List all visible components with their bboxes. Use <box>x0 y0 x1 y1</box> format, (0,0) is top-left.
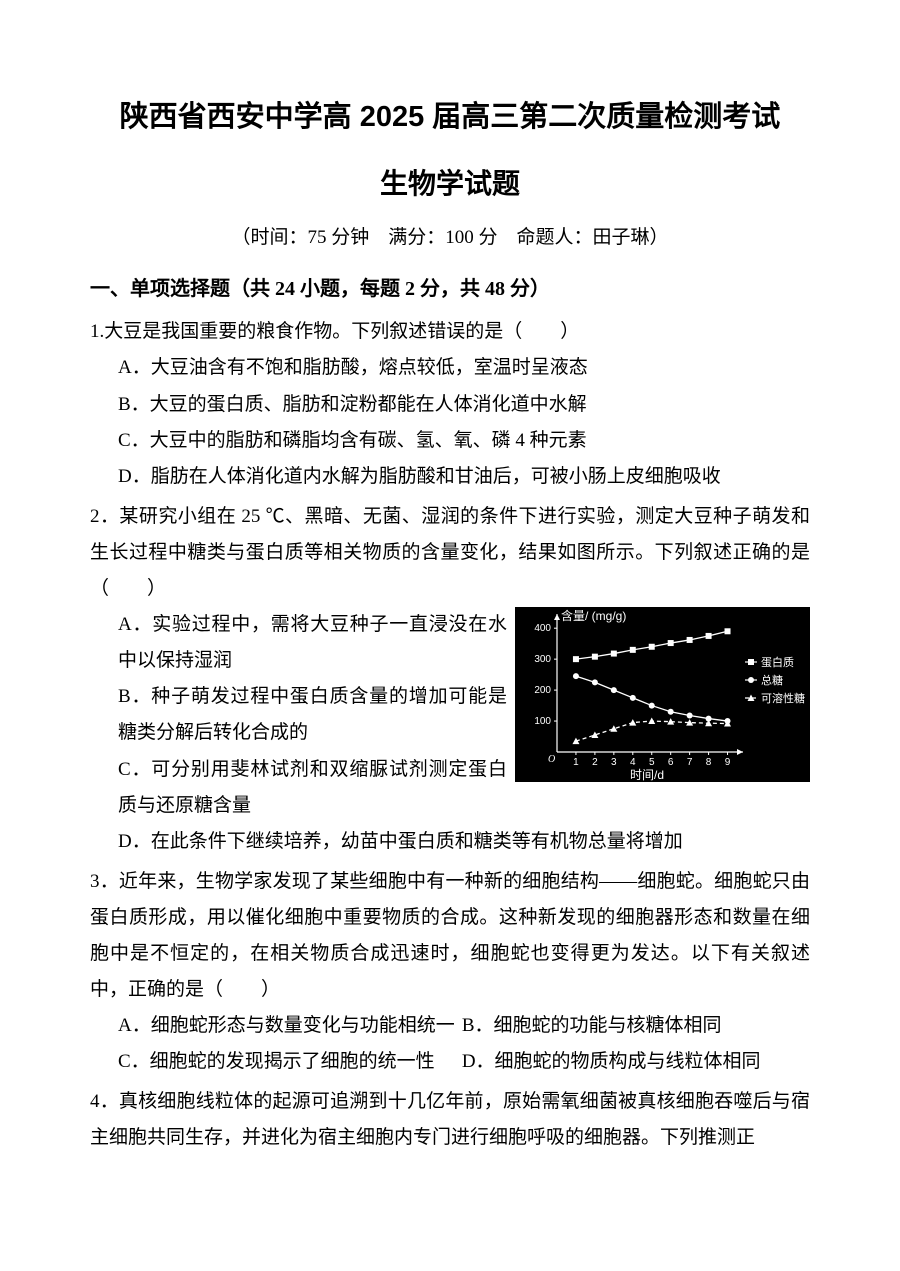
q3-option-a: A．细胞蛇形态与数量变化与功能相统一 <box>118 1008 457 1044</box>
question-4: 4．真核细胞线粒体的起源可追溯到十几亿年前，原始需氧细菌被真核细胞吞噬后与宿主细… <box>90 1084 810 1156</box>
q4-stem: 4．真核细胞线粒体的起源可追溯到十几亿年前，原始需氧细菌被真核细胞吞噬后与宿主细… <box>90 1084 810 1156</box>
svg-text:100: 100 <box>534 716 551 727</box>
question-3: 3．近年来，生物学家发现了某些细胞中有一种新的细胞结构——细胞蛇。细胞蛇只由蛋白… <box>90 864 810 1081</box>
q2-option-d: D．在此条件下继续培养，幼苗中蛋白质和糖类等有机物总量将增加 <box>90 824 810 860</box>
svg-text:300: 300 <box>534 654 551 665</box>
q3-option-b: B．细胞蛇的功能与核糖体相同 <box>462 1008 801 1044</box>
title-main: 陕西省西安中学高 2025 届高三第二次质量检测考试 <box>90 90 810 145</box>
q3-stem: 3．近年来，生物学家发现了某些细胞中有一种新的细胞结构——细胞蛇。细胞蛇只由蛋白… <box>90 864 810 1008</box>
svg-text:6: 6 <box>668 757 674 768</box>
q1-option-c: C．大豆中的脂肪和磷脂均含有碳、氢、氧、磷 4 种元素 <box>90 423 810 459</box>
title-sub: 生物学试题 <box>90 157 810 210</box>
svg-text:200: 200 <box>534 685 551 696</box>
question-2: 2．某研究小组在 25 ℃、黑暗、无菌、湿润的条件下进行实验，测定大豆种子萌发和… <box>90 499 810 860</box>
svg-text:400: 400 <box>534 623 551 634</box>
q1-option-d: D．脂肪在人体消化道内水解为脂肪酸和甘油后，可被小肠上皮细胞吸收 <box>90 459 810 495</box>
exam-info: （时间：75 分钟 满分：100 分 命题人：田子琳） <box>90 220 810 256</box>
svg-text:9: 9 <box>725 757 731 768</box>
svg-text:2: 2 <box>592 757 598 768</box>
q1-option-b: B．大豆的蛋白质、脂肪和淀粉都能在人体消化道中水解 <box>90 387 810 423</box>
svg-text:总糖: 总糖 <box>761 673 783 687</box>
svg-text:O: O <box>548 754 555 765</box>
q2-stem-part1: 2．某研究小组在 25 ℃、黑暗、无菌、湿润的条件下进行实验，测定大豆种子萌发和… <box>90 499 810 607</box>
svg-text:可溶性糖: 可溶性糖 <box>761 691 805 705</box>
svg-text:3: 3 <box>611 757 617 768</box>
q1-option-a: A．大豆油含有不饱和脂肪酸，熔点较低，室温时呈液态 <box>90 350 810 386</box>
svg-text:蛋白质: 蛋白质 <box>761 655 794 669</box>
question-1: 1.大豆是我国重要的粮食作物。下列叙述错误的是（ ） A．大豆油含有不饱和脂肪酸… <box>90 314 810 494</box>
section-heading: 一、单项选择题（共 24 小题，每题 2 分，共 48 分） <box>90 270 810 308</box>
chart-container: 100 200 300 400 1 2 3 4 5 6 7 8 9 含量/ (mg/g) 时间/d O 蛋白质总… <box>515 607 810 782</box>
germination-chart: 100 200 300 400 1 2 3 4 5 6 7 8 9 含量/ (mg/g) 时间/d O 蛋白质总… <box>515 607 810 782</box>
svg-text:含量/ (mg/g): 含量/ (mg/g) <box>561 608 626 623</box>
svg-text:时间/d: 时间/d <box>630 768 664 782</box>
q3-option-d: D．细胞蛇的物质构成与线粒体相同 <box>462 1044 801 1080</box>
svg-text:8: 8 <box>706 757 712 768</box>
svg-text:4: 4 <box>630 757 636 768</box>
svg-text:5: 5 <box>649 757 655 768</box>
q3-option-c: C．细胞蛇的发现揭示了细胞的统一性 <box>118 1044 457 1080</box>
svg-text:7: 7 <box>687 757 693 768</box>
svg-text:1: 1 <box>573 757 579 768</box>
q1-stem: 1.大豆是我国重要的粮食作物。下列叙述错误的是（ ） <box>90 314 810 350</box>
